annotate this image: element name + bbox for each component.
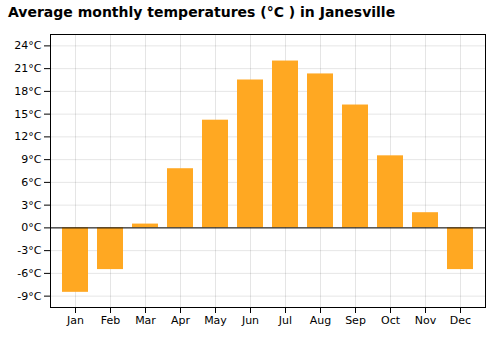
svg-text:Nov: Nov xyxy=(415,314,437,327)
svg-text:Sep: Sep xyxy=(345,314,366,327)
svg-text:-3°C: -3°C xyxy=(17,244,41,257)
svg-text:-6°C: -6°C xyxy=(17,267,41,280)
svg-text:Oct: Oct xyxy=(381,314,401,327)
svg-text:May: May xyxy=(204,314,227,327)
svg-text:Jun: Jun xyxy=(241,314,259,327)
svg-text:18°C: 18°C xyxy=(14,85,41,98)
svg-text:0°C: 0°C xyxy=(21,221,41,234)
svg-text:9°C: 9°C xyxy=(21,153,41,166)
svg-text:15°C: 15°C xyxy=(14,108,41,121)
svg-text:Feb: Feb xyxy=(101,314,120,327)
svg-text:6°C: 6°C xyxy=(21,176,41,189)
svg-text:21°C: 21°C xyxy=(14,62,41,75)
svg-text:Jul: Jul xyxy=(278,314,292,327)
svg-text:3°C: 3°C xyxy=(21,199,41,212)
svg-text:Apr: Apr xyxy=(171,314,191,327)
svg-text:12°C: 12°C xyxy=(14,130,41,143)
svg-text:Mar: Mar xyxy=(135,314,156,327)
html-text:Average monthly temperatures (: Average monthly temperatures (°C ) in Ja… xyxy=(8,4,396,20)
svg-text:24°C: 24°C xyxy=(14,39,41,52)
svg-text:-9°C: -9°C xyxy=(17,290,41,303)
svg-text:Jan: Jan xyxy=(66,314,84,327)
svg-text:Aug: Aug xyxy=(310,314,331,327)
svg-text:Dec: Dec xyxy=(450,314,471,327)
